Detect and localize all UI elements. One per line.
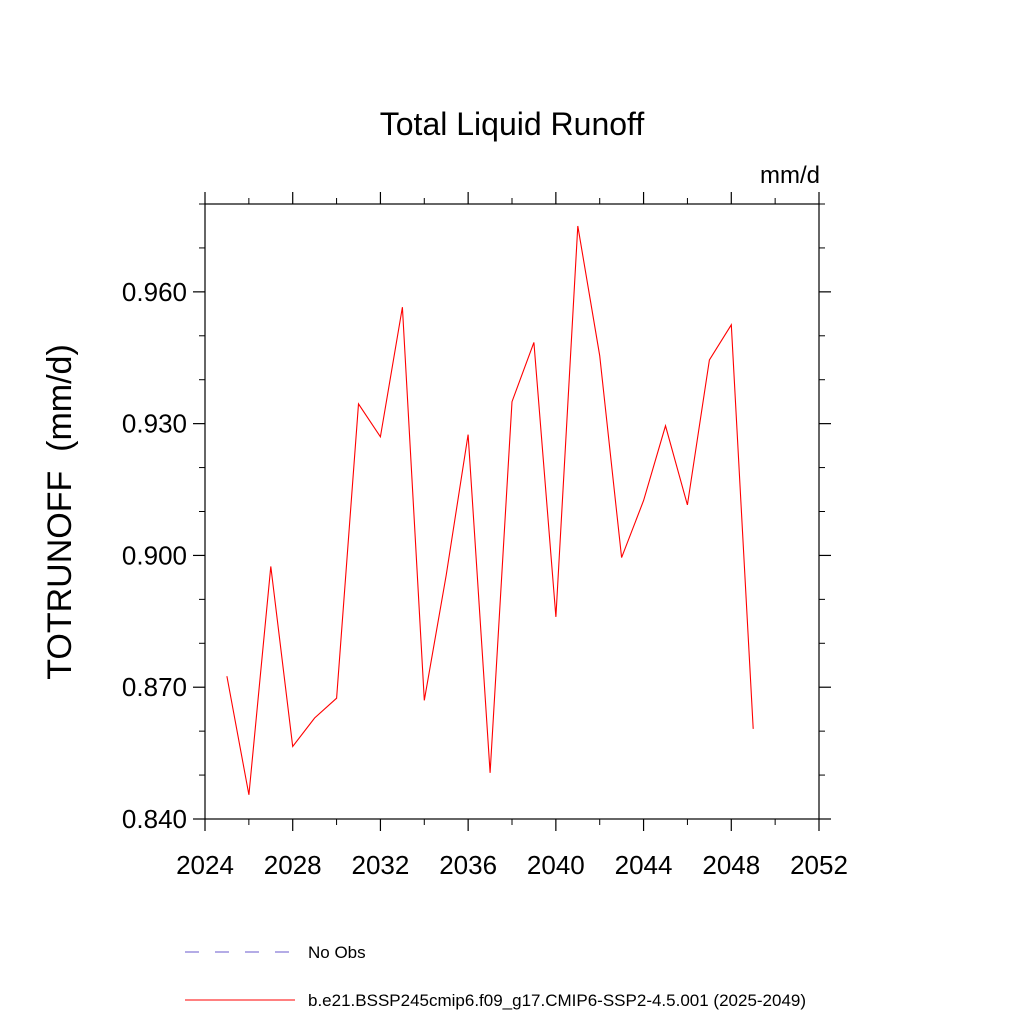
units-label: mm/d <box>760 162 820 189</box>
x-tick-label: 2052 <box>790 850 848 880</box>
x-tick-label: 2036 <box>439 850 497 880</box>
y-tick-label: 0.960 <box>122 277 187 307</box>
y-tick-label: 0.930 <box>122 409 187 439</box>
x-tick-label: 2044 <box>615 850 673 880</box>
x-tick-label: 2048 <box>702 850 760 880</box>
legend-label: No Obs <box>308 943 366 962</box>
y-tick-label: 0.870 <box>122 672 187 702</box>
legend-label: b.e21.BSSP245cmip6.f09_g17.CMIP6-SSP2-4.… <box>308 991 806 1010</box>
x-tick-label: 2024 <box>176 850 234 880</box>
x-tick-label: 2028 <box>264 850 322 880</box>
y-tick-label: 0.840 <box>122 804 187 834</box>
x-tick-label: 2032 <box>352 850 410 880</box>
series-line <box>226 225 754 795</box>
legend: No Obs b.e21.BSSP245cmip6.f09_g17.CMIP6-S… <box>185 943 806 1010</box>
x-tick-label: 2040 <box>527 850 585 880</box>
chart-title: Total Liquid Runoff <box>379 106 645 142</box>
ticks-layer: 2024 2028 2032 2036 2040 2044 2048 2052 0.840 0.8… <box>122 192 848 880</box>
plot-frame <box>204 203 820 820</box>
y-tick-label: 0.900 <box>122 540 187 570</box>
series-layer <box>226 225 754 795</box>
